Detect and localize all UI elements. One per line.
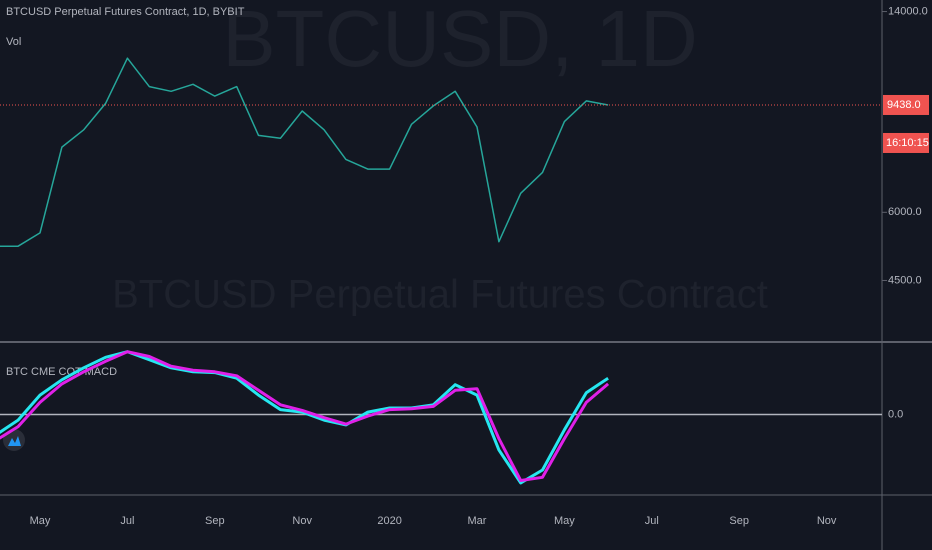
watermark-sub: BTCUSD Perpetual Futures Contract [112, 273, 768, 317]
logo-icon [8, 436, 21, 446]
y-tick-label: 6000.0 [888, 206, 922, 218]
y-tick-label: 14000.0 [888, 5, 928, 17]
series-line [0, 57, 609, 247]
macd-title: BTC CME COT MACD [6, 366, 117, 378]
last-price-label: 9438.0 [887, 99, 921, 111]
series-line [0, 350, 609, 485]
x-tick-label: Nov [292, 515, 312, 527]
x-tick-label: 2020 [377, 515, 401, 527]
countdown-badge [883, 132, 929, 153]
x-tick-label: Jul [120, 515, 134, 527]
last-price-badge [883, 94, 929, 115]
x-tick-label: Sep [205, 515, 225, 527]
series-line [0, 350, 610, 482]
x-tick-label: Nov [817, 515, 837, 527]
x-tick-label: May [30, 515, 51, 527]
chart-title: BTCUSD Perpetual Futures Contract, 1D, B… [6, 6, 245, 18]
x-tick-label: Jul [645, 515, 659, 527]
x-tick-label: Mar [468, 515, 487, 527]
y-tick-label: 0.0 [888, 408, 903, 420]
watermark: BTCUSD, 1D [222, 0, 698, 83]
x-tick-label: May [554, 515, 575, 527]
x-tick-label: Sep [729, 515, 749, 527]
countdown-label: 16:10:15 [886, 137, 929, 149]
indicator-label: Vol [6, 36, 21, 48]
y-tick-label: 4500.0 [888, 274, 922, 286]
